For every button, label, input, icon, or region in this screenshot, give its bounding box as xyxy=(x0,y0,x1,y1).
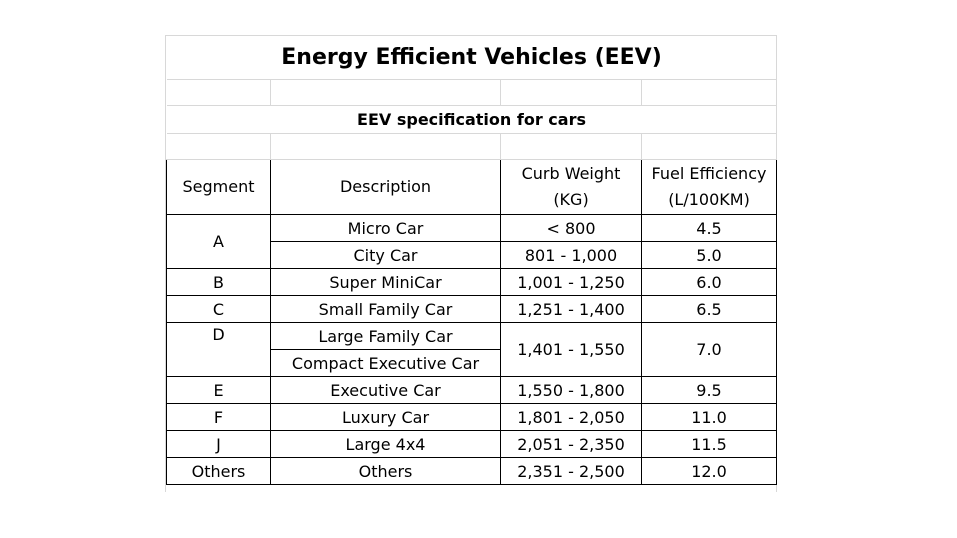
segment-cell[interactable]: A xyxy=(166,214,271,269)
table-row: D Large Family Car 1,401 - 1,550 7.0 xyxy=(166,322,778,377)
segment-cell[interactable]: Others xyxy=(166,457,271,485)
header-fuel-efficiency: Fuel Efficiency (L/100KM) xyxy=(640,159,778,215)
description-cell[interactable]: Luxury Car xyxy=(270,403,501,431)
weight-cell[interactable]: 1,001 - 1,250 xyxy=(500,268,642,296)
fuel-cell[interactable]: 12.0 xyxy=(640,457,778,485)
table-row: Compact Executive Car xyxy=(167,349,777,377)
header-segment: Segment xyxy=(166,159,271,215)
description-cell[interactable]: Compact Executive Car xyxy=(270,349,501,377)
fuel-cell[interactable]: 7.0 xyxy=(640,322,778,377)
eev-table: Energy Efficient Vehicles (EEV) EEV spec… xyxy=(166,36,778,485)
segment-cell[interactable]: E xyxy=(166,376,271,404)
segment-cell[interactable]: B xyxy=(166,268,271,296)
header-curb-weight-line1: Curb Weight xyxy=(521,164,621,183)
segment-cell[interactable]: C xyxy=(166,295,271,323)
sheet-title: Energy Efficient Vehicles (EEV) xyxy=(166,36,777,80)
empty-cell[interactable] xyxy=(270,133,501,160)
empty-cell[interactable] xyxy=(166,79,271,106)
table-row: A Micro Car < 800 4.5 xyxy=(166,214,778,269)
fuel-cell[interactable]: 4.5 xyxy=(640,214,778,242)
description-cell[interactable]: Large 4x4 xyxy=(270,430,501,458)
description-cell[interactable]: Small Family Car xyxy=(270,295,501,323)
table-row: City Car 801 - 1,000 5.0 xyxy=(167,241,778,269)
fuel-cell[interactable]: 5.0 xyxy=(640,241,778,269)
weight-cell[interactable]: 801 - 1,000 xyxy=(500,241,642,269)
fuel-cell[interactable]: 9.5 xyxy=(640,376,778,404)
weight-cell[interactable]: 2,351 - 2,500 xyxy=(500,457,642,485)
empty-cell[interactable] xyxy=(166,133,271,160)
fuel-cell[interactable]: 11.0 xyxy=(640,403,778,431)
weight-cell[interactable]: 2,051 - 2,350 xyxy=(500,430,642,458)
fuel-cell[interactable]: 6.5 xyxy=(640,295,778,323)
fuel-cell[interactable]: 11.5 xyxy=(640,430,778,458)
empty-row xyxy=(166,133,777,160)
header-curb-weight: Curb Weight (KG) xyxy=(500,159,642,215)
table-row: B Super MiniCar 1,001 - 1,250 6.0 xyxy=(166,268,778,296)
empty-cell[interactable] xyxy=(500,79,642,106)
fuel-cell[interactable]: 6.0 xyxy=(640,268,778,296)
weight-cell[interactable]: < 800 xyxy=(500,214,642,242)
description-cell[interactable]: Micro Car xyxy=(270,214,501,242)
description-cell[interactable]: Large Family Car xyxy=(270,322,501,350)
weight-cell[interactable]: 1,801 - 2,050 xyxy=(500,403,642,431)
weight-cell[interactable]: 1,550 - 1,800 xyxy=(500,376,642,404)
segment-cell[interactable]: F xyxy=(166,403,271,431)
empty-cell[interactable] xyxy=(641,79,777,106)
spreadsheet: Energy Efficient Vehicles (EEV) EEV spec… xyxy=(165,35,778,492)
table-row: C Small Family Car 1,251 - 1,400 6.5 xyxy=(166,295,778,323)
table-row: J Large 4x4 2,051 - 2,350 11.5 xyxy=(166,430,778,458)
weight-cell[interactable]: 1,251 - 1,400 xyxy=(500,295,642,323)
description-cell[interactable]: Executive Car xyxy=(270,376,501,404)
header-row: Segment Description Curb Weight (KG) Fue… xyxy=(166,159,778,215)
empty-cell[interactable] xyxy=(641,133,777,160)
segment-cell[interactable]: D xyxy=(166,322,271,377)
header-fuel-efficiency-line1: Fuel Efficiency xyxy=(651,164,767,183)
description-cell[interactable]: Others xyxy=(270,457,501,485)
header-fuel-efficiency-line2: (L/100KM) xyxy=(668,190,750,209)
segment-cell[interactable]: J xyxy=(166,430,271,458)
empty-row xyxy=(166,79,777,106)
header-curb-weight-line2: (KG) xyxy=(553,190,589,209)
table-row: Others Others 2,351 - 2,500 12.0 xyxy=(166,457,778,485)
empty-cell[interactable] xyxy=(500,133,642,160)
header-description: Description xyxy=(270,159,501,215)
description-cell[interactable]: Super MiniCar xyxy=(270,268,501,296)
table-row: F Luxury Car 1,801 - 2,050 11.0 xyxy=(166,403,778,431)
empty-cell[interactable] xyxy=(270,79,501,106)
table-row: E Executive Car 1,550 - 1,800 9.5 xyxy=(166,376,778,404)
weight-cell[interactable]: 1,401 - 1,550 xyxy=(500,322,642,377)
sheet-subtitle: EEV specification for cars xyxy=(166,105,777,134)
description-cell[interactable]: City Car xyxy=(270,241,501,269)
